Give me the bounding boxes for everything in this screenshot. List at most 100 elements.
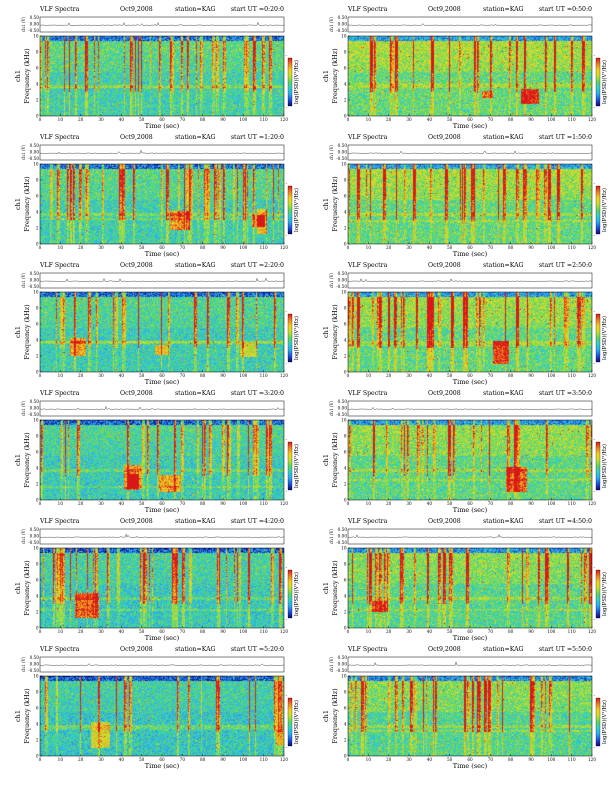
x-tick-label: 100 xyxy=(547,757,555,762)
y-axis-label: Frequency (kHz) xyxy=(23,688,31,744)
waveform-tick-label: -0.50 xyxy=(28,284,39,289)
y-tick-label: 2 xyxy=(344,225,347,230)
y-tick-label: 10 xyxy=(341,673,347,678)
waveform-frame xyxy=(39,400,285,417)
spectrogram-panel: VLF Spectra Oct9,2008 station=KAG start UT … xyxy=(4,3,304,130)
waveform-tick-label: -0.50 xyxy=(28,668,39,673)
x-tick-label: 110 xyxy=(260,629,268,634)
colorbar xyxy=(287,57,293,107)
y-tick-label: 0 xyxy=(344,753,347,758)
x-tick-label: 50 xyxy=(447,373,453,378)
x-tick-label: 120 xyxy=(280,757,288,762)
waveform-frame xyxy=(39,528,285,545)
panel-title: VLF Spectra xyxy=(39,646,80,653)
y-axis-label: Frequency (kHz) xyxy=(23,432,31,488)
y-tick-label: 2 xyxy=(36,609,39,614)
x-tick-label: 70 xyxy=(488,373,494,378)
x-tick-label: 100 xyxy=(547,629,555,634)
x-tick-label: 110 xyxy=(568,245,576,250)
colorbar-label: log(PSD)(V²/Hz) xyxy=(293,572,300,616)
x-tick-label: 40 xyxy=(427,373,433,378)
waveform-trace xyxy=(39,533,285,538)
colorbar-tick-label: - xyxy=(286,693,288,698)
colorbar-tick-label: - xyxy=(594,105,596,110)
x-tick-label: 10 xyxy=(366,757,372,762)
x-tick-label: 0 xyxy=(39,373,42,378)
spectrogram-image-holder xyxy=(348,548,592,628)
x-tick-label: 50 xyxy=(139,629,145,634)
x-tick-label: 100 xyxy=(239,501,247,506)
x-tick-label: 110 xyxy=(568,501,576,506)
x-tick-label: 60 xyxy=(159,757,165,762)
colorbar-label: log(PSD)(V²/Hz) xyxy=(293,316,300,360)
y-tick-label: 0 xyxy=(344,625,347,630)
panel-start-ut: start UT =5:50:0 xyxy=(539,646,592,653)
colorbar-tick-label: - xyxy=(594,693,596,698)
x-tick-label: 0 xyxy=(347,117,350,122)
panel-date: Oct9,2008 xyxy=(120,6,153,13)
colorbar-tick-label: - xyxy=(594,361,596,366)
waveform-tick-label: -0.50 xyxy=(336,28,347,33)
x-tick-label: 10 xyxy=(366,629,372,634)
x-tick-label: 100 xyxy=(239,757,247,762)
colorbar-label: log(PSD)(V²/Hz) xyxy=(601,572,608,616)
waveform-axis-label: ch1 (V) xyxy=(329,400,334,416)
waveform-tick-label: 0.00 xyxy=(338,278,348,283)
panel-station: station=KAG xyxy=(175,262,216,269)
waveform-tick-label: 0.50 xyxy=(30,655,40,660)
x-tick-label: 60 xyxy=(467,629,473,634)
x-tick-label: 50 xyxy=(139,117,145,122)
panel-station: station=KAG xyxy=(175,518,216,525)
y-tick-label: 6 xyxy=(36,65,39,70)
spectrogram-panel: VLF Spectra Oct9,2008 station=KAG start UT … xyxy=(4,131,304,258)
x-tick-label: 120 xyxy=(588,373,596,378)
y-axis-label: Frequency (kHz) xyxy=(23,560,31,616)
x-tick-label: 0 xyxy=(39,117,42,122)
colorbar-tick-label: - xyxy=(286,489,288,494)
colorbar-tick-label: - xyxy=(594,181,596,186)
waveform-frame xyxy=(39,272,285,289)
colorbar-label: log(PSD)(V²/Hz) xyxy=(293,60,300,104)
x-tick-label: 30 xyxy=(98,117,104,122)
x-tick-label: 120 xyxy=(280,245,288,250)
colorbar-tick-label: - xyxy=(286,105,288,110)
spectrogram-image-holder xyxy=(40,676,284,756)
waveform-frame xyxy=(347,400,593,417)
waveform-axis-label: ch1 (V) xyxy=(329,16,334,32)
y-tick-label: 10 xyxy=(33,417,39,422)
x-axis-label: Time (sec) xyxy=(453,122,488,130)
y-tick-label: 0 xyxy=(344,497,347,502)
panel-title: VLF Spectra xyxy=(347,518,388,525)
waveform-frame xyxy=(347,16,593,33)
panel-svg: VLF Spectra Oct9,2008 station=KAG start UT … xyxy=(14,262,300,386)
x-tick-label: 0 xyxy=(39,757,42,762)
colorbar xyxy=(595,57,601,107)
panel-title: VLF Spectra xyxy=(347,646,388,653)
y-tick-label: 6 xyxy=(36,321,39,326)
panel-start-ut: start UT =3:20:0 xyxy=(231,390,284,397)
x-tick-label: 80 xyxy=(200,757,206,762)
x-axis-label: Time (sec) xyxy=(145,250,180,258)
x-axis-label: Time (sec) xyxy=(453,762,488,770)
colorbar xyxy=(595,185,601,235)
waveform-axis-label: ch1 (V) xyxy=(21,400,26,416)
spectrogram-panel: VLF Spectra Oct9,2008 station=KAG start UT … xyxy=(4,259,304,386)
x-tick-label: 50 xyxy=(139,245,145,250)
waveform-trace xyxy=(39,21,285,26)
y-tick-label: 8 xyxy=(36,689,39,694)
panel-station: station=KAG xyxy=(483,6,524,13)
waveform-tick-label: -0.50 xyxy=(28,156,39,161)
y-tick-label: 6 xyxy=(36,193,39,198)
y-axis-channel-label: ch1 xyxy=(322,582,330,594)
panel-svg: VLF Spectra Oct9,2008 station=KAG start UT … xyxy=(322,390,608,514)
y-tick-label: 10 xyxy=(341,161,347,166)
waveform-axis-label: ch1 (V) xyxy=(21,16,26,32)
waveform-tick-label: 0.00 xyxy=(338,662,348,667)
x-tick-label: 10 xyxy=(366,245,372,250)
x-tick-label: 40 xyxy=(119,373,125,378)
y-axis-channel-label: ch1 xyxy=(14,326,22,338)
x-tick-label: 90 xyxy=(220,757,226,762)
waveform-axis-label: ch1 (V) xyxy=(21,144,26,160)
x-tick-label: 10 xyxy=(58,501,64,506)
y-axis-label: Frequency (kHz) xyxy=(23,304,31,360)
